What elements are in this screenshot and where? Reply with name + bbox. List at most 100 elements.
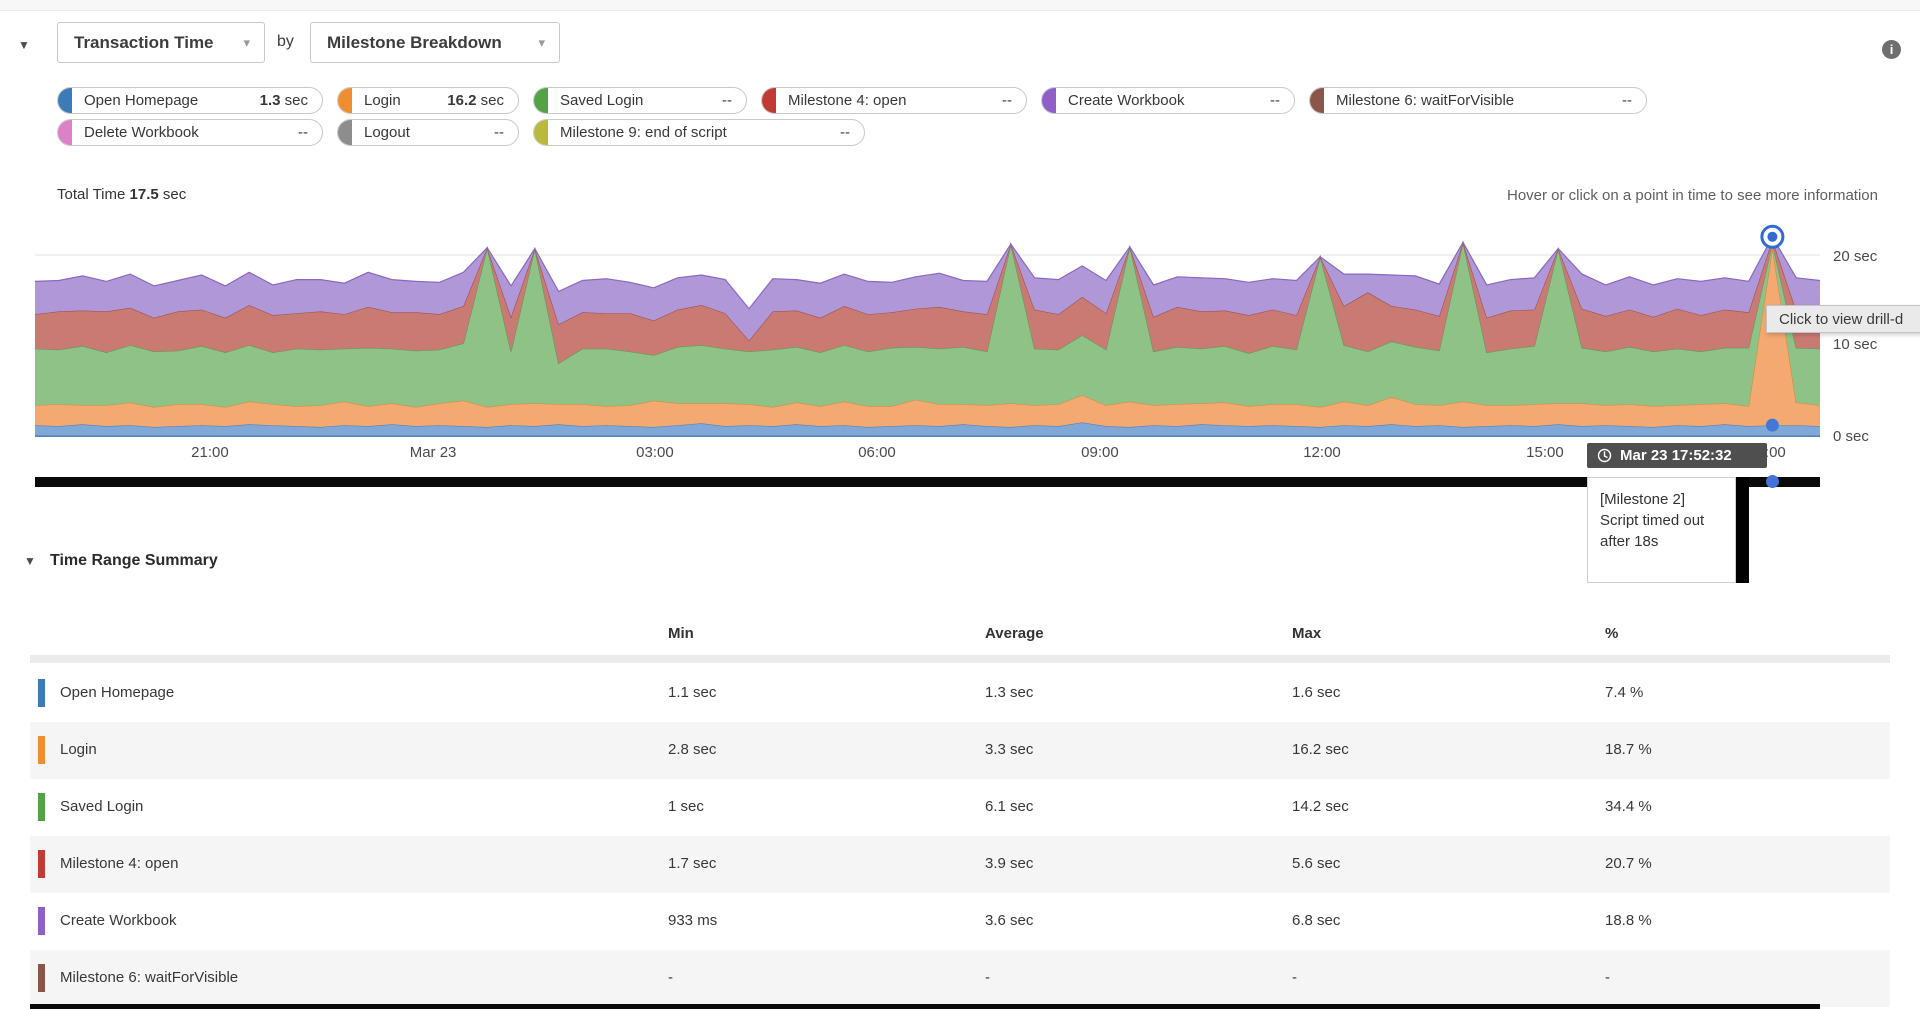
milestone-tooltip: [Milestone 2] Script timed out after 18s	[1587, 477, 1736, 583]
row-color-bar	[38, 679, 45, 707]
row-max: -	[1292, 969, 1297, 986]
stacked-area-chart[interactable]	[34, 215, 1821, 437]
legend-label: Logout	[364, 124, 410, 141]
row-milestone-name: Login	[60, 741, 97, 758]
y-axis-tick: 20 sec	[1833, 248, 1878, 265]
transaction-time-chart[interactable]	[34, 215, 1821, 437]
chevron-down-icon: ▾	[538, 34, 545, 50]
legend-chip[interactable]: Saved Login --	[533, 87, 747, 114]
row-milestone-name: Milestone 6: waitForVisible	[60, 969, 239, 986]
legend-chip[interactable]: Create Workbook --	[1041, 87, 1295, 114]
row-average: -	[985, 969, 990, 986]
legend-label: Open Homepage	[84, 92, 199, 109]
row-color-bar	[38, 850, 45, 878]
y-axis-tick: 0 sec	[1833, 428, 1869, 445]
legend-label: Milestone 9: end of script	[560, 124, 727, 141]
total-time: Total Time 17.5 sec	[57, 186, 187, 203]
row-average: 3.9 sec	[985, 855, 1034, 872]
legend-chip[interactable]: Delete Workbook --	[57, 119, 323, 146]
row-milestone-name: Open Homepage	[60, 684, 175, 701]
timeline-event-marker[interactable]	[1736, 477, 1749, 583]
legend-value: --	[1622, 92, 1632, 109]
table-row: Open Homepage 1.1 sec 1.3 sec 1.6 sec 7.4 %	[30, 665, 1890, 722]
table-row: Login 2.8 sec 3.3 sec 16.2 sec 18.7 %	[30, 722, 1890, 779]
legend-swatch	[534, 120, 548, 145]
row-max: 5.6 sec	[1292, 855, 1341, 872]
collapse-panel-icon[interactable]: ▼	[18, 38, 30, 52]
y-axis-tick: 10 sec	[1833, 336, 1878, 353]
collapse-summary-icon[interactable]: ▼	[24, 554, 36, 568]
row-average: 3.3 sec	[985, 741, 1034, 758]
legend-swatch	[1042, 88, 1056, 113]
table-row: Create Workbook 933 ms 3.6 sec 6.8 sec 18.8 …	[30, 893, 1890, 950]
row-average: 6.1 sec	[985, 798, 1034, 815]
legend-swatch	[534, 88, 548, 113]
table-row: Saved Login 1 sec 6.1 sec 14.2 sec 34.4 %	[30, 779, 1890, 836]
top-strip	[0, 0, 1920, 11]
legend-label: Login	[364, 92, 401, 109]
row-percent: 20.7 %	[1605, 855, 1652, 872]
row-percent: 7.4 %	[1605, 684, 1644, 701]
legend-value: --	[1002, 92, 1012, 109]
legend-label: Milestone 4: open	[788, 92, 907, 109]
legend-chip[interactable]: Login 16.2 sec	[337, 87, 519, 114]
column-header-percent: %	[1605, 625, 1619, 642]
milestone-tooltip-line: Script timed out	[1600, 512, 1705, 529]
chevron-down-icon: ▾	[243, 34, 250, 50]
x-axis-tick: 15:00	[1526, 444, 1564, 461]
legend-chip[interactable]: Milestone 9: end of script --	[533, 119, 865, 146]
status-timeline-bar[interactable]	[35, 477, 1820, 487]
summary-title: Time Range Summary	[50, 552, 218, 569]
legend-chip[interactable]: Milestone 4: open --	[761, 87, 1027, 114]
legend-chip[interactable]: Logout --	[337, 119, 519, 146]
legend-chip[interactable]: Milestone 6: waitForVisible --	[1309, 87, 1647, 114]
legend-label: Delete Workbook	[84, 124, 199, 141]
milestone-tooltip-line: [Milestone 2]	[1600, 491, 1686, 508]
column-header-average: Average	[985, 625, 1044, 642]
x-axis-tick: 06:00	[858, 444, 896, 461]
row-max: 16.2 sec	[1292, 741, 1349, 758]
legend-value: 16.2 sec	[447, 92, 504, 109]
table-divider	[30, 655, 1890, 663]
next-section-timeline-bar	[30, 1004, 1820, 1009]
legend-swatch	[338, 88, 352, 113]
time-tooltip-text: Mar 23 17:52:32	[1620, 447, 1732, 464]
legend-value: --	[1270, 92, 1280, 109]
row-color-bar	[38, 793, 45, 821]
legend-label: Saved Login	[560, 92, 644, 109]
table-row: Milestone 4: open 1.7 sec 3.9 sec 5.6 sec 20…	[30, 836, 1890, 893]
row-min: 933 ms	[668, 912, 718, 929]
row-color-bar	[38, 907, 45, 935]
row-average: 3.6 sec	[985, 912, 1034, 929]
legend-swatch	[58, 88, 72, 113]
row-percent: -	[1605, 969, 1610, 986]
table-row: Milestone 6: waitForVisible - - - -	[30, 950, 1890, 1007]
milestone-tooltip-line: after 18s	[1600, 533, 1659, 550]
row-percent: 18.7 %	[1605, 741, 1652, 758]
legend-swatch	[762, 88, 776, 113]
legend-value: --	[298, 124, 308, 141]
legend-swatch	[58, 120, 72, 145]
x-axis-tick: Mar 23	[409, 444, 457, 461]
breakdown-dropdown-value: Milestone Breakdown	[327, 32, 502, 52]
hover-hint: Hover or click on a point in time to see…	[1507, 187, 1878, 204]
breakdown-dropdown[interactable]: Milestone Breakdown ▾	[310, 22, 560, 63]
column-header-min: Min	[668, 625, 694, 642]
legend-label: Create Workbook	[1068, 92, 1185, 109]
info-icon[interactable]: i	[1882, 40, 1901, 59]
legend-label: Milestone 6: waitForVisible	[1336, 92, 1515, 109]
row-min: 2.8 sec	[668, 741, 717, 758]
metric-dropdown-value: Transaction Time	[74, 32, 214, 52]
drilldown-tooltip: Click to view drill-d	[1766, 305, 1920, 333]
legend-chip[interactable]: Open Homepage 1.3 sec	[57, 87, 323, 114]
row-min: 1.7 sec	[668, 855, 717, 872]
row-color-bar	[38, 736, 45, 764]
x-axis-tick: 03:00	[636, 444, 674, 461]
timeline-selected-dot[interactable]	[1766, 475, 1779, 488]
row-percent: 18.8 %	[1605, 912, 1652, 929]
row-min: -	[668, 969, 673, 986]
row-average: 1.3 sec	[985, 684, 1034, 701]
metric-dropdown[interactable]: Transaction Time ▾	[57, 22, 265, 63]
row-percent: 34.4 %	[1605, 798, 1652, 815]
